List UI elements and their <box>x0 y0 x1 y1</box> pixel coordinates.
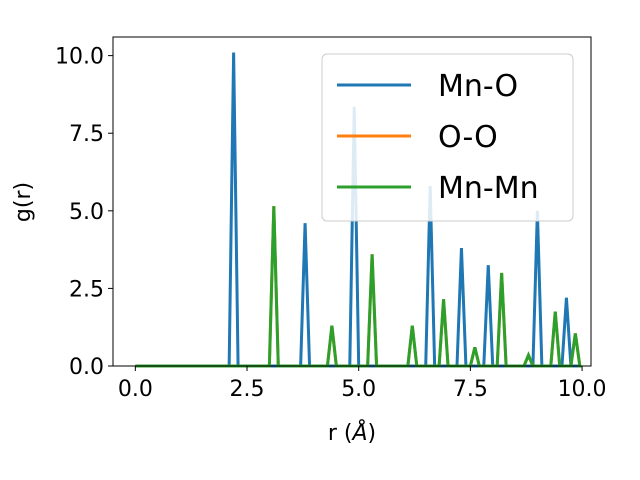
x-tick-label: 2.5 <box>230 377 265 402</box>
x-axis-label: r (Å) <box>328 419 376 446</box>
y-tick-label: 10.0 <box>55 45 104 70</box>
x-tick-label: 5.0 <box>341 377 376 402</box>
y-tick-label: 7.5 <box>69 122 104 147</box>
legend-label: Mn-Mn <box>438 171 539 206</box>
legend-label: Mn-O <box>438 69 518 104</box>
y-axis-label: g(r) <box>11 182 36 222</box>
legend-box <box>321 53 574 222</box>
y-tick-label: 0.0 <box>69 355 104 380</box>
x-tick-label: 7.5 <box>453 377 488 402</box>
x-axis-ticks: 0.0 2.5 5.0 7.5 10.0 <box>118 366 607 402</box>
legend-label: O-O <box>438 120 498 155</box>
x-tick-label: 10.0 <box>558 377 607 402</box>
legend: Mn-O O-O Mn-Mn <box>321 53 574 222</box>
y-tick-label: 2.5 <box>69 277 104 302</box>
y-axis-ticks: 0.0 2.5 5.0 7.5 10.0 <box>55 45 113 380</box>
plot-frame <box>112 36 592 367</box>
y-tick-label: 5.0 <box>69 200 104 225</box>
x-tick-label: 0.0 <box>118 377 153 402</box>
